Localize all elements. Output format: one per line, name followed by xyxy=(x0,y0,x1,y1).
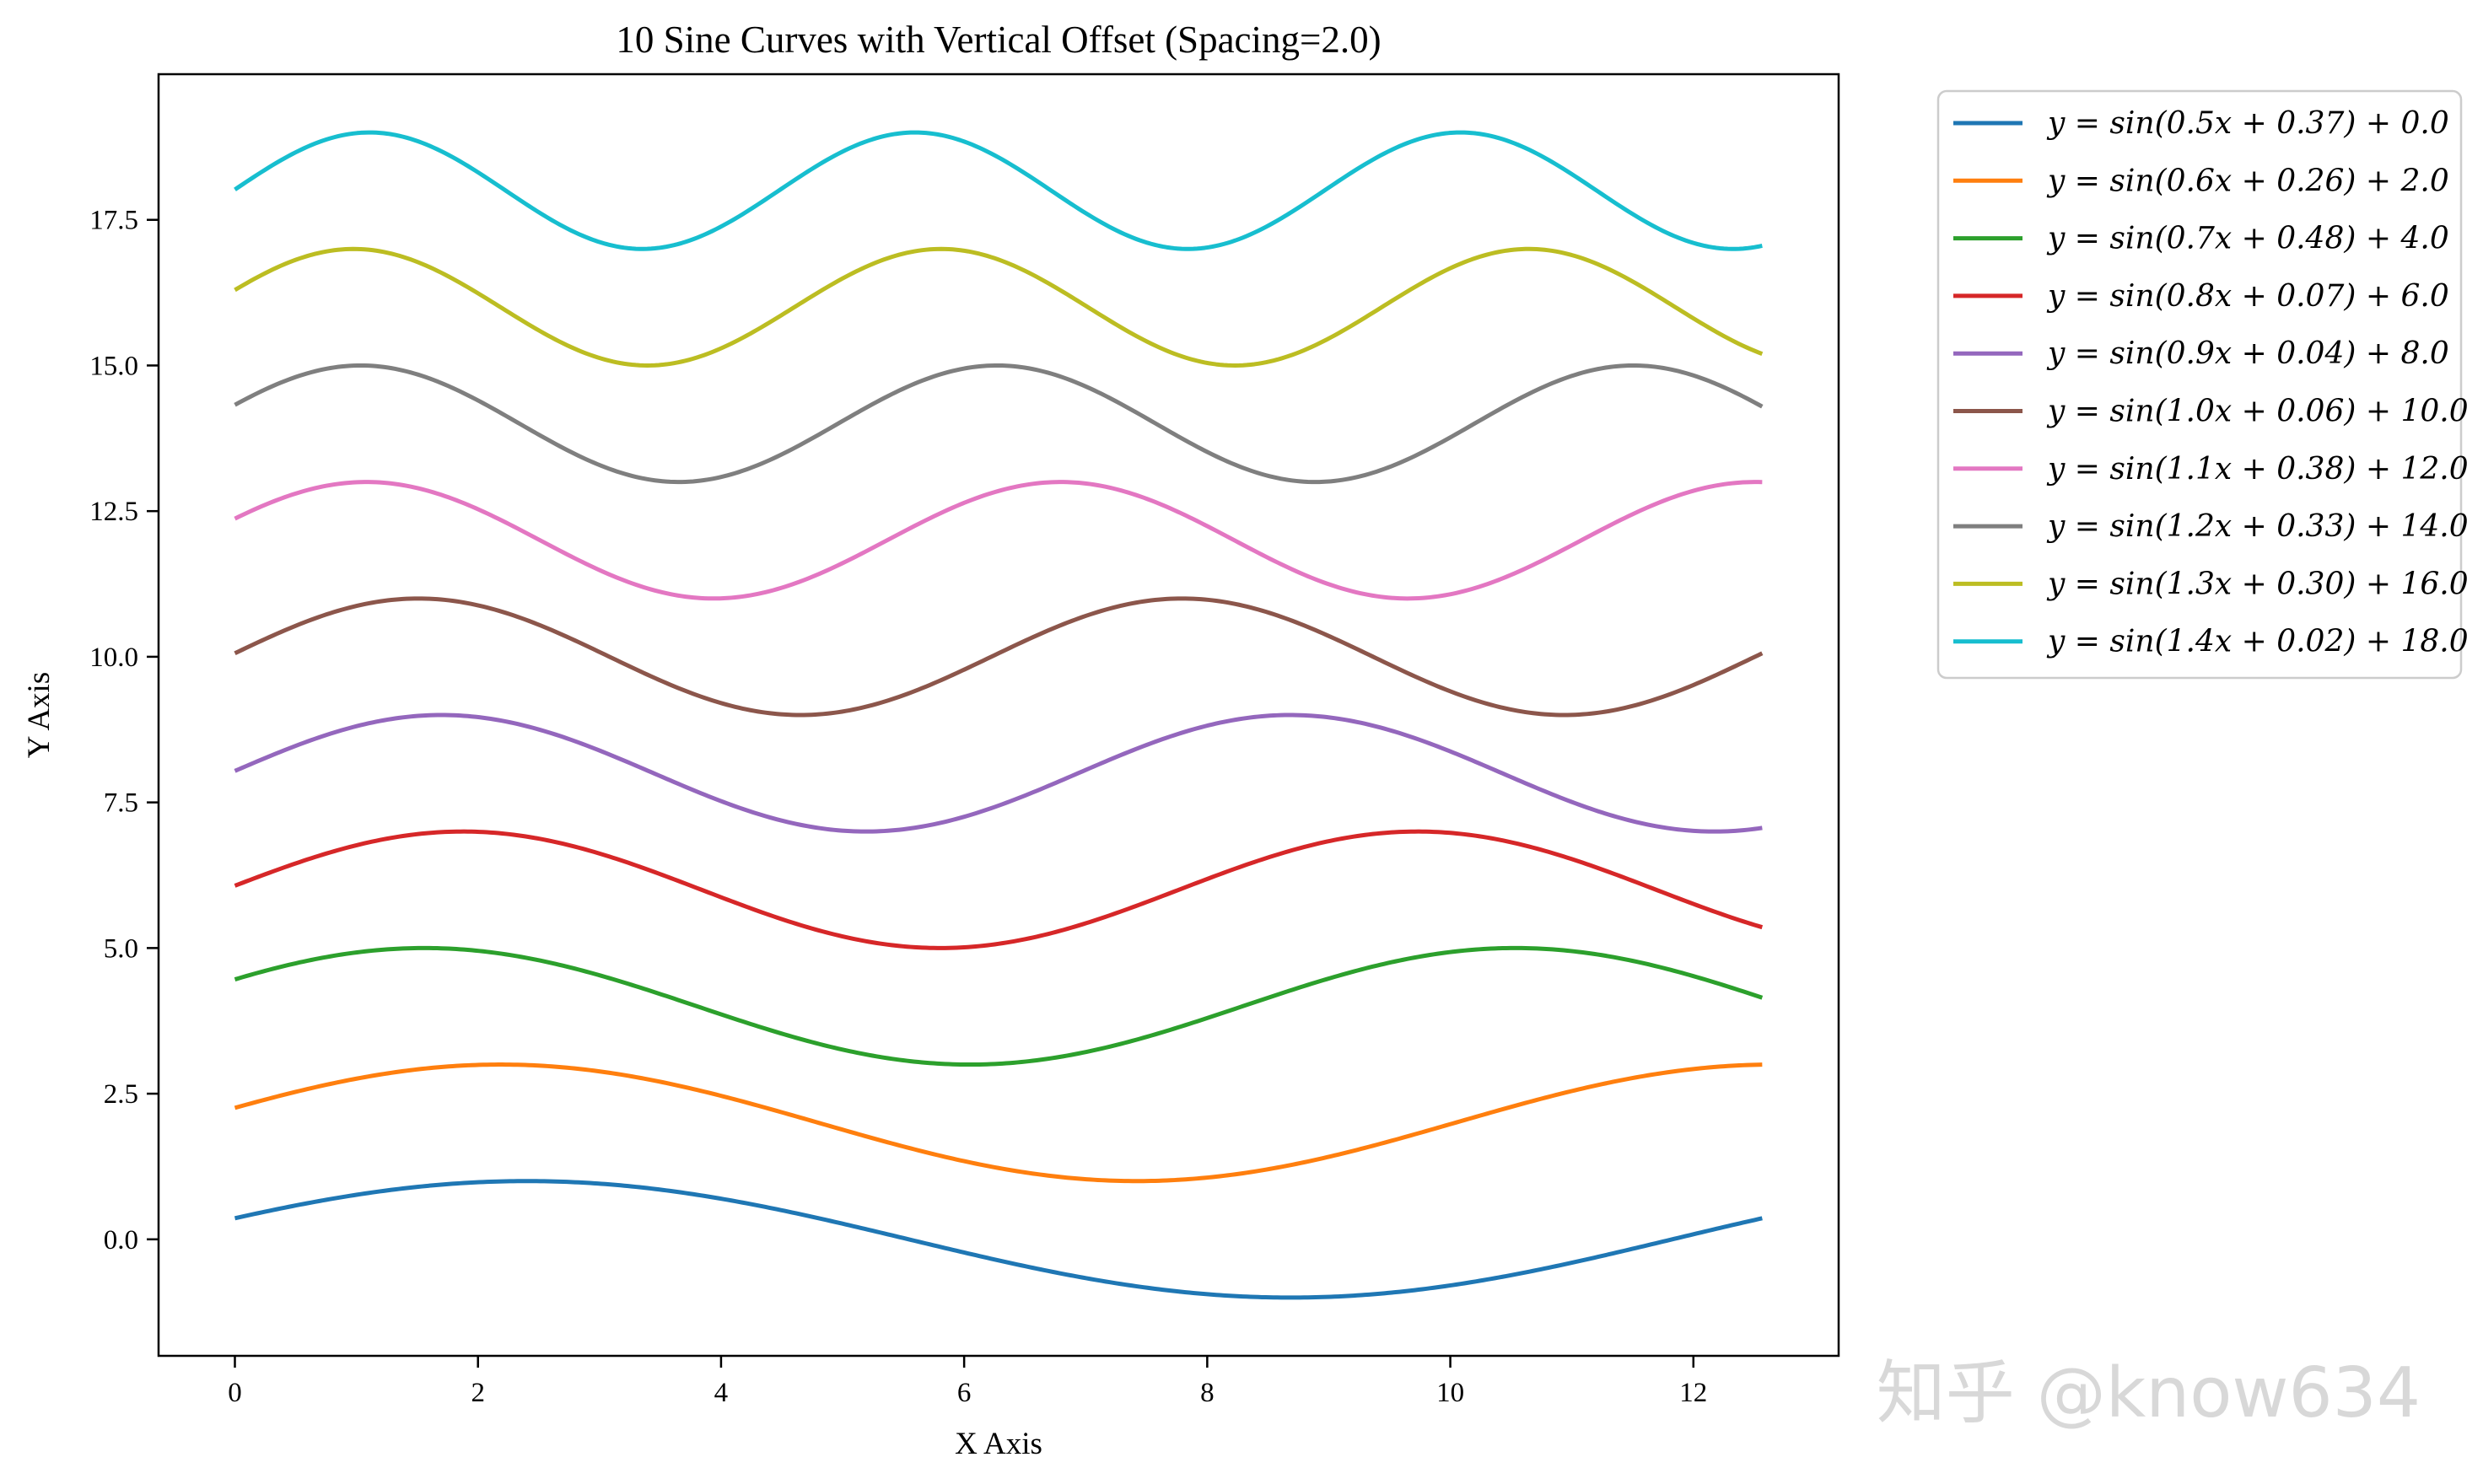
x-axis-ticks: 0 2 4 6 8 10 12 xyxy=(228,1356,1707,1408)
x-tick-label: 2 xyxy=(471,1378,485,1408)
series-line-9 xyxy=(234,246,1764,368)
legend-label-5: y = sin(0.9x + 0.04) + 8.0 xyxy=(2046,336,2449,371)
y-tick-label: 10.0 xyxy=(89,643,138,673)
series-line-6 xyxy=(234,596,1764,718)
x-tick-label: 10 xyxy=(1436,1378,1464,1408)
legend-items: y = sin(0.5x + 0.37) + 0.0 y = sin(0.6x +… xyxy=(1953,106,2469,659)
chart-title: 10 Sine Curves with Vertical Offset (Spa… xyxy=(616,19,1381,61)
series-line-8 xyxy=(234,363,1764,485)
x-tick-label: 4 xyxy=(714,1378,729,1408)
legend-label-3: y = sin(0.7x + 0.48) + 4.0 xyxy=(2046,222,2449,256)
legend-label-4: y = sin(0.8x + 0.07) + 6.0 xyxy=(2046,279,2449,314)
y-tick-label: 7.5 xyxy=(104,788,138,819)
legend: y = sin(0.5x + 0.37) + 0.0 y = sin(0.6x +… xyxy=(1936,89,2469,680)
series-line-2 xyxy=(234,1062,1763,1184)
x-tick-label: 12 xyxy=(1679,1378,1707,1408)
y-tick-label: 0.0 xyxy=(104,1225,138,1255)
legend-label-8: y = sin(1.2x + 0.33) + 14.0 xyxy=(2046,509,2469,544)
legend-label-6: y = sin(1.0x + 0.06) + 10.0 xyxy=(2046,395,2469,429)
x-tick-label: 0 xyxy=(228,1378,242,1408)
x-axis-label: X Axis xyxy=(955,1427,1042,1461)
series-line-4 xyxy=(234,829,1764,950)
y-tick-label: 5.0 xyxy=(104,933,138,964)
series-line-5 xyxy=(234,712,1763,834)
legend-box xyxy=(1936,89,2463,680)
series-line-3 xyxy=(234,945,1764,1067)
x-tick-label: 6 xyxy=(957,1378,972,1408)
series-line-10 xyxy=(234,130,1763,251)
y-axis-ticks: 0.0 2.5 5.0 7.5 10.0 12.5 15.0 17.5 xyxy=(89,206,159,1255)
legend-label-7: y = sin(1.1x + 0.38) + 12.0 xyxy=(2046,452,2469,487)
plot-frame xyxy=(157,73,1840,1358)
legend-label-9: y = sin(1.3x + 0.30) + 16.0 xyxy=(2046,567,2469,601)
y-tick-label: 12.5 xyxy=(89,497,138,527)
legend-label-1: y = sin(0.5x + 0.37) + 0.0 xyxy=(2046,106,2449,141)
series-line-7 xyxy=(234,480,1763,601)
x-tick-label: 8 xyxy=(1200,1378,1215,1408)
y-axis-label: Y Axis xyxy=(22,672,57,758)
legend-label-10: y = sin(1.4x + 0.02) + 18.0 xyxy=(2046,625,2469,659)
watermark: 知乎 @know634 xyxy=(1877,1353,2421,1433)
y-tick-label: 17.5 xyxy=(89,206,138,236)
series-layer xyxy=(234,130,1764,1300)
y-tick-label: 2.5 xyxy=(104,1079,138,1110)
series-line-1 xyxy=(234,1179,1763,1300)
legend-label-2: y = sin(0.6x + 0.26) + 2.0 xyxy=(2046,164,2449,198)
y-tick-label: 15.0 xyxy=(89,351,138,381)
